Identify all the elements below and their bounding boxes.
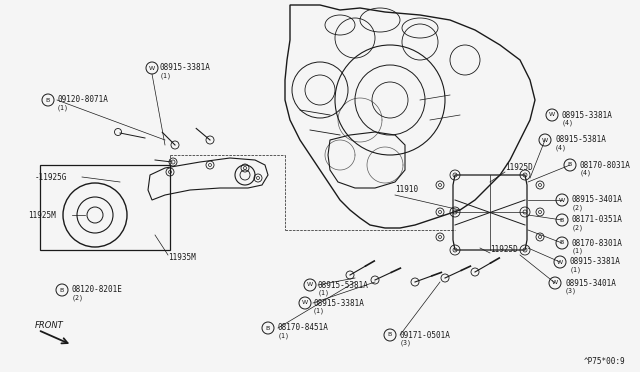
Text: 09120-8071A: 09120-8071A <box>57 96 108 105</box>
Text: B: B <box>266 326 270 330</box>
Text: 11925D: 11925D <box>505 164 532 173</box>
Text: 09171-0501A: 09171-0501A <box>400 330 451 340</box>
Text: (3): (3) <box>400 340 412 346</box>
Text: (1): (1) <box>318 290 330 296</box>
Text: (1): (1) <box>570 267 582 273</box>
Text: 11910: 11910 <box>395 186 418 195</box>
Text: B: B <box>560 241 564 246</box>
Text: 08915-3401A: 08915-3401A <box>572 196 623 205</box>
Text: 08915-3381A: 08915-3381A <box>313 298 364 308</box>
Text: (2): (2) <box>72 295 84 301</box>
Text: W: W <box>549 112 555 118</box>
Text: B: B <box>388 333 392 337</box>
Text: W: W <box>542 138 548 142</box>
Text: 11925D: 11925D <box>490 246 518 254</box>
Text: W: W <box>302 301 308 305</box>
Text: 08170-8451A: 08170-8451A <box>278 324 329 333</box>
Text: 08170-8031A: 08170-8031A <box>580 160 631 170</box>
Text: (4): (4) <box>580 170 592 176</box>
Text: 08915-3381A: 08915-3381A <box>160 64 211 73</box>
Text: 11935M: 11935M <box>168 253 196 263</box>
Text: 08170-8301A: 08170-8301A <box>572 238 623 247</box>
Text: 08171-0351A: 08171-0351A <box>572 215 623 224</box>
Text: W: W <box>149 65 155 71</box>
Text: (1): (1) <box>572 248 584 254</box>
Text: B: B <box>560 218 564 222</box>
Text: W: W <box>552 280 558 285</box>
Text: (3): (3) <box>565 288 577 294</box>
Text: (1): (1) <box>57 105 69 111</box>
Text: -11925G: -11925G <box>35 173 67 182</box>
Text: B: B <box>46 97 50 103</box>
Text: FRONT: FRONT <box>35 321 64 330</box>
Text: 08915-3381A: 08915-3381A <box>562 110 613 119</box>
Text: (2): (2) <box>572 225 584 231</box>
Text: 11925M: 11925M <box>28 211 56 219</box>
Text: 08915-3381A: 08915-3381A <box>570 257 621 266</box>
Bar <box>40 165 170 250</box>
Text: 08120-8201E: 08120-8201E <box>72 285 123 295</box>
Text: (4): (4) <box>562 120 574 126</box>
Text: W: W <box>307 282 313 288</box>
Text: (1): (1) <box>313 308 325 314</box>
Text: (4): (4) <box>555 145 567 151</box>
Text: W: W <box>557 260 563 264</box>
Text: 08915-5381A: 08915-5381A <box>555 135 606 144</box>
Text: (1): (1) <box>160 73 172 79</box>
Text: B: B <box>568 163 572 167</box>
Text: (2): (2) <box>572 205 584 211</box>
Text: 08915-3401A: 08915-3401A <box>565 279 616 288</box>
Text: 08915-5381A: 08915-5381A <box>318 280 369 289</box>
Text: B: B <box>60 288 64 292</box>
Text: (1): (1) <box>278 333 290 339</box>
Text: ^P75*00:9: ^P75*00:9 <box>584 357 625 366</box>
Text: W: W <box>559 198 565 202</box>
